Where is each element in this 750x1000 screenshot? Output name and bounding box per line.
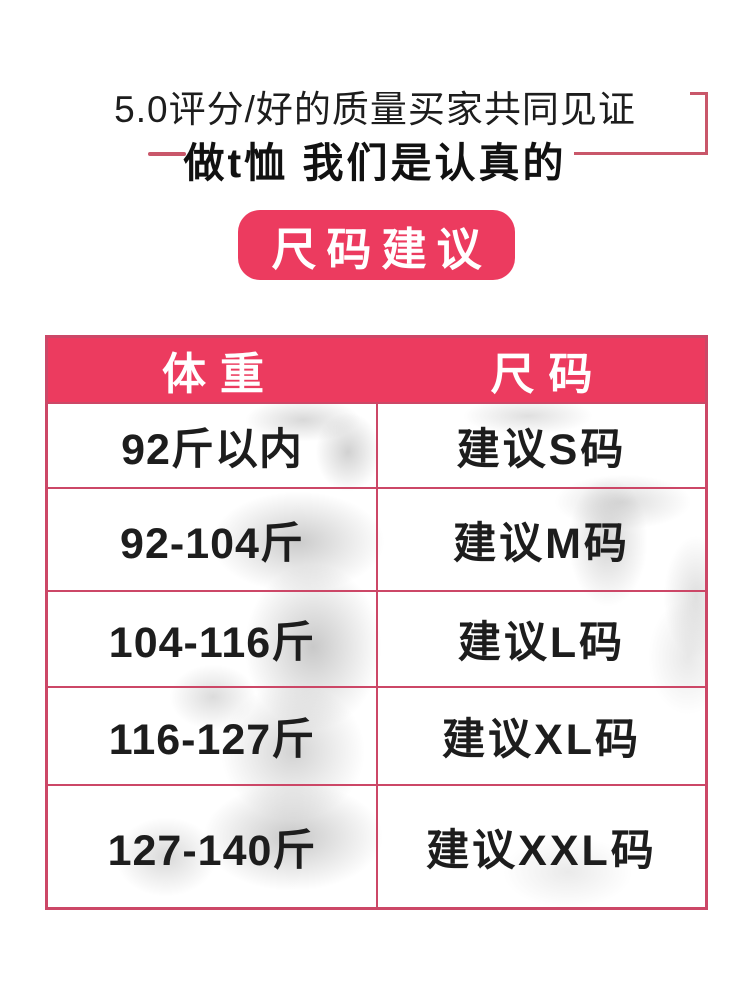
size-table-row: 127-140斤 建议XXL码 xyxy=(48,784,705,907)
slogan-right-line-decoration xyxy=(574,152,708,155)
size-cell: 建议XXL码 xyxy=(426,826,657,875)
slogan-text: 做t恤 我们是认真的 xyxy=(183,140,567,186)
corner-bracket-tick-decoration xyxy=(690,92,708,95)
size-suggestion-button[interactable]: 尺码建议 xyxy=(238,210,515,280)
size-table-header: 体重 尺码 xyxy=(48,338,705,402)
column-header-weight: 体重 xyxy=(162,350,278,399)
weight-cell: 92-104斤 xyxy=(48,489,378,590)
size-table-row: 104-116斤 建议L码 xyxy=(48,590,705,686)
size-cell: 建议XL码 xyxy=(442,716,641,764)
size-table-body: 92斤以内 建议S码 92-104斤 建议M码 104-116斤 建议L码 11… xyxy=(48,402,705,907)
weight-cell: 116-127斤 xyxy=(48,688,378,784)
size-table-row: 116-127斤 建议XL码 xyxy=(48,686,705,784)
weight-cell: 127-140斤 xyxy=(48,786,378,907)
size-table-row: 92-104斤 建议M码 xyxy=(48,487,705,590)
weight-cell: 104-116斤 xyxy=(48,592,378,686)
size-cell: 建议S码 xyxy=(456,425,627,474)
size-cell: 建议L码 xyxy=(457,619,626,667)
rating-headline: 5.0评分/好的质量买家共同见证 xyxy=(114,89,636,130)
corner-bracket-vertical-decoration xyxy=(705,92,708,155)
weight-cell: 92斤以内 xyxy=(48,404,378,487)
size-table-row: 92斤以内 建议S码 xyxy=(48,402,705,487)
slogan-left-dash-decoration xyxy=(148,152,186,156)
column-header-size: 尺码 xyxy=(490,350,607,399)
size-table: 体重 尺码 92斤以内 建议S码 92-104斤 建议M码 104-116斤 建… xyxy=(45,335,708,910)
size-cell: 建议M码 xyxy=(453,519,630,568)
